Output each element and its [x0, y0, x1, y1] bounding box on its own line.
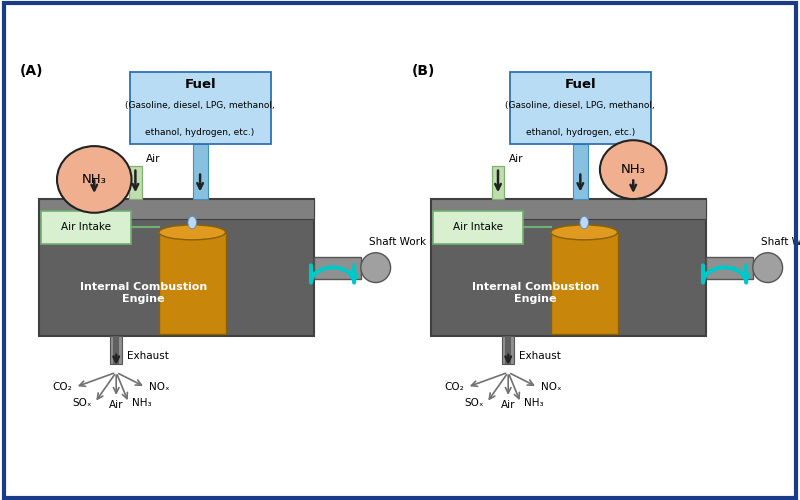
Text: ethanol, hydrogen, etc.): ethanol, hydrogen, etc.)	[526, 128, 635, 137]
FancyBboxPatch shape	[130, 72, 270, 144]
FancyBboxPatch shape	[551, 232, 618, 334]
Ellipse shape	[551, 225, 618, 240]
Ellipse shape	[159, 225, 226, 240]
FancyBboxPatch shape	[110, 336, 122, 363]
FancyBboxPatch shape	[314, 256, 361, 278]
Text: Shaft Work: Shaft Work	[369, 237, 426, 247]
Text: Internal Combustion
Engine: Internal Combustion Engine	[472, 282, 599, 304]
Text: NH₃: NH₃	[621, 163, 646, 176]
FancyBboxPatch shape	[706, 256, 753, 278]
Text: (Gasoline, diesel, LPG, methanol,: (Gasoline, diesel, LPG, methanol,	[126, 102, 275, 110]
Text: Air Intake: Air Intake	[454, 222, 503, 232]
FancyBboxPatch shape	[505, 336, 511, 363]
FancyBboxPatch shape	[431, 199, 706, 218]
Text: (B): (B)	[412, 64, 435, 78]
FancyBboxPatch shape	[39, 199, 314, 336]
Text: Air: Air	[146, 154, 161, 164]
Text: (Gasoline, diesel, LPG, methanol,: (Gasoline, diesel, LPG, methanol,	[506, 102, 655, 110]
Text: NH₃: NH₃	[82, 173, 106, 186]
Text: NOₓ: NOₓ	[541, 382, 562, 392]
Ellipse shape	[600, 140, 666, 199]
FancyBboxPatch shape	[42, 211, 131, 244]
FancyBboxPatch shape	[492, 166, 504, 199]
Text: Fuel: Fuel	[184, 78, 216, 91]
Text: Air: Air	[509, 154, 523, 164]
FancyBboxPatch shape	[113, 336, 119, 363]
Circle shape	[361, 252, 390, 282]
Text: SOₓ: SOₓ	[72, 398, 91, 408]
Ellipse shape	[57, 146, 131, 213]
FancyBboxPatch shape	[573, 144, 588, 199]
FancyBboxPatch shape	[434, 211, 523, 244]
FancyBboxPatch shape	[159, 232, 226, 334]
Text: Air: Air	[501, 400, 515, 410]
Text: SOₓ: SOₓ	[464, 398, 483, 408]
Text: Exhaust: Exhaust	[127, 351, 169, 361]
Text: Internal Combustion
Engine: Internal Combustion Engine	[80, 282, 207, 304]
FancyBboxPatch shape	[129, 166, 142, 199]
Text: NH₃: NH₃	[132, 398, 151, 408]
Ellipse shape	[188, 216, 197, 229]
Text: CO₂: CO₂	[444, 382, 464, 392]
FancyBboxPatch shape	[89, 199, 100, 213]
Text: Shaft Work: Shaft Work	[761, 237, 800, 247]
Ellipse shape	[580, 216, 589, 229]
Text: Air: Air	[109, 400, 123, 410]
FancyBboxPatch shape	[510, 72, 651, 144]
Text: NH₃: NH₃	[524, 398, 543, 408]
FancyBboxPatch shape	[39, 199, 314, 218]
FancyBboxPatch shape	[193, 144, 207, 199]
Text: ethanol, hydrogen, etc.): ethanol, hydrogen, etc.)	[146, 128, 254, 137]
Text: Air Intake: Air Intake	[62, 222, 111, 232]
Text: NOₓ: NOₓ	[149, 382, 170, 392]
FancyBboxPatch shape	[502, 336, 514, 363]
Text: (A): (A)	[20, 64, 43, 78]
Text: CO₂: CO₂	[52, 382, 72, 392]
FancyBboxPatch shape	[431, 199, 706, 336]
Text: Exhaust: Exhaust	[519, 351, 561, 361]
Circle shape	[753, 252, 782, 282]
Text: Fuel: Fuel	[565, 78, 596, 91]
